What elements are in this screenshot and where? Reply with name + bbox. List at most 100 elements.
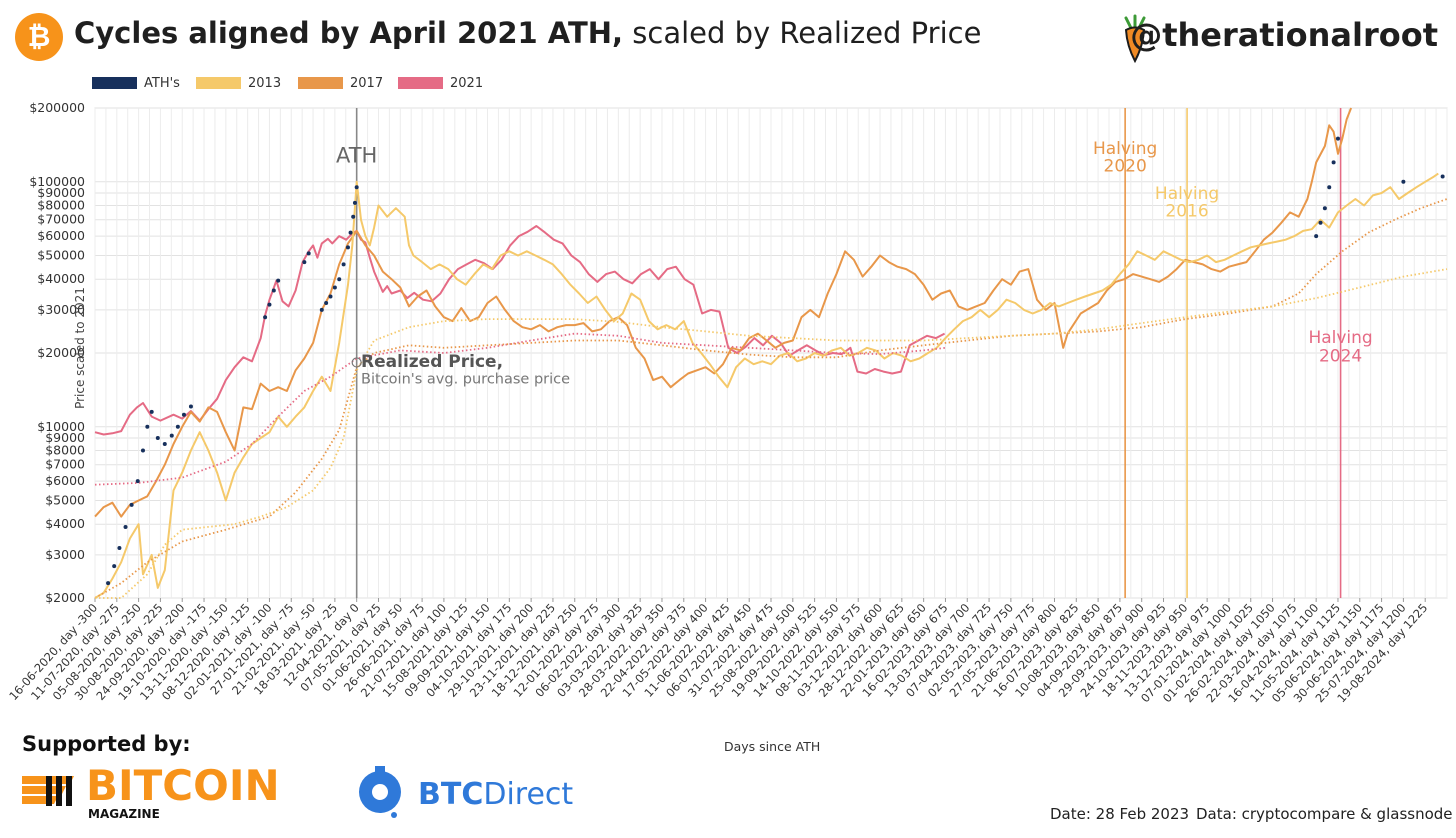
realized-price-marker [351,357,362,368]
halving-lines [355,108,1342,598]
y-tick-label: $20000 [37,345,85,360]
annotation-6: 2016 [1165,202,1208,222]
annotation-5: Halving [1155,184,1219,204]
bitcoin-symbol: ₿ [28,20,51,53]
ath-marker [169,433,174,438]
ath-marker [175,424,180,429]
ath-marker [123,524,128,529]
legend-label-1: 2013 [248,76,281,91]
series-lines [94,107,1448,599]
legend-swatch-1 [196,77,241,89]
annotation-0: ATH [336,143,377,167]
ath-marker [1440,174,1445,179]
ath-marker [1401,179,1406,184]
bitcoin-logo-icon: ₿ [15,13,63,61]
date-label: Date: 28 Feb 2023 [1050,805,1190,823]
y-tick-label: $100000 [29,174,85,189]
supported-by-label: Supported by: [22,732,191,756]
chart-title: Cycles aligned by April 2021 ATH, scaled… [74,16,981,50]
legend-label-2: 2017 [350,76,383,91]
sponsor-bitcoin-text: BITCOIN [86,762,280,810]
legend-swatch-2 [298,77,343,89]
ath-marker [1322,206,1327,211]
y-tick-label: $2000 [45,590,85,605]
twitter-handle: @therationalroot [1130,16,1438,54]
ath-marker [337,277,342,282]
annotation-2: Bitcoin's avg. purchase price [361,372,570,388]
annotation-4: 2020 [1104,157,1147,177]
btc-direct-logo: BTCDirect [359,766,573,818]
ath-marker [267,302,272,307]
sponsor-magazine-text: MAGAZINE [88,807,160,821]
ath-marker [117,545,122,550]
ath-marker [352,200,357,205]
y-tick-label: $30000 [37,302,85,317]
y-axis-label: Price scaled to 2021 [73,287,87,409]
ath-marker [319,307,324,312]
y-tick-label: $90000 [37,185,85,200]
ath-marker [112,564,117,569]
btc-direct-icon [359,766,401,818]
legend-swatch-3 [398,77,443,89]
gridlines [94,107,1448,599]
sponsor-direct-part: Direct [483,777,573,812]
ath-marker [181,412,186,417]
y-tick-label: $3000 [45,547,85,562]
y-tick-label: $9000 [45,430,85,445]
y-tick-label: $40000 [37,271,85,286]
legend-swatch-0 [92,77,137,89]
ath-marker [351,214,356,219]
ath-marker [1327,185,1332,190]
legend-label-3: 2021 [450,76,483,91]
ath-marker [332,285,337,290]
carrot-icon [1124,14,1146,64]
series-line-realized-2013 [95,268,1448,599]
annotation-1: Realized Price, [361,352,503,372]
ath-marker [1314,234,1319,239]
y-tick-label: $200000 [29,100,85,115]
sponsor-btc-text: BTCDirect [418,777,573,812]
y-tick-label: $80000 [37,197,85,212]
ath-marker [155,435,160,440]
ath-marker [271,288,276,293]
series-line-realized-2017 [94,198,1448,599]
ath-marker [263,315,268,320]
header: ₿ Cycles aligned by April 2021 ATH, scal… [0,0,1456,70]
ath-marker [354,185,359,190]
ath-marker [135,479,140,484]
y-tick-label: $50000 [37,248,85,263]
ath-marker [324,300,329,305]
ath-marker [188,404,193,409]
data-source-label: Data: cryptocompare & glassnode [1196,805,1453,823]
ath-marker [341,262,346,267]
y-tick-label: $60000 [37,228,85,243]
ath-marker [345,245,350,250]
ath-marker [149,409,154,414]
x-axis-label: Days since ATH [724,739,821,754]
annotation-8: 2024 [1319,346,1362,366]
y-tick-label: $6000 [45,473,85,488]
ath-marker [302,260,307,265]
ath-marker [140,448,145,453]
ath-marker [1335,136,1340,141]
legend-label-0: ATH's [144,76,180,91]
ath-marker [1331,160,1336,165]
y-tick-label: $70000 [37,212,85,227]
ath-marker [328,294,333,299]
ath-marker [106,581,111,586]
series-line-2017 [94,107,1353,518]
y-tick-label: $4000 [45,516,85,531]
ath-marker [162,442,167,447]
title-bold: Cycles aligned by April 2021 ATH, [74,16,624,50]
series-line-2013 [94,172,1439,599]
ath-markers [106,136,1445,586]
chart-area: ATH's 2013 2017 2021 $2000 $3000 $4000 $5000 $6… [6,76,1448,705]
y-axis-ticks: $2000$3000$4000$5000$6000$7000$8000$9000… [29,100,85,605]
ath-marker [276,278,281,283]
ath-marker [306,251,311,256]
annotations: ATH Realized Price,Bitcoin's avg. purchas… [336,139,1373,388]
ath-marker [1318,220,1323,225]
series-line-2021 [94,225,946,436]
sponsor-btc-part: BTC [418,777,483,812]
y-tick-label: $10000 [37,419,85,434]
